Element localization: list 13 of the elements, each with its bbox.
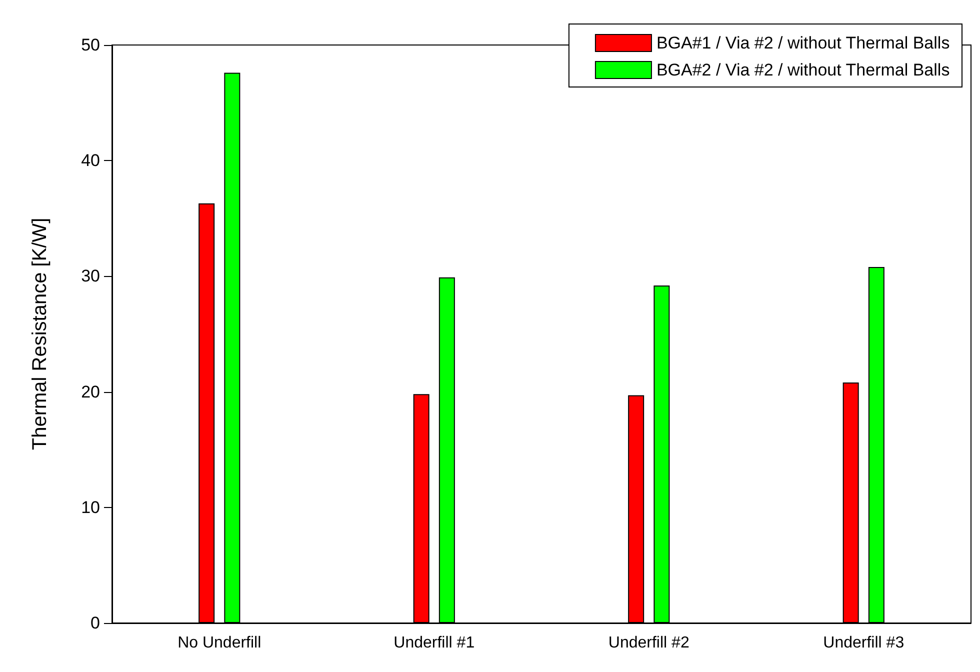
legend-label: BGA#1 / Via #2 / without Thermal Balls — [656, 34, 950, 52]
x-tick-label: Underfill #3 — [823, 634, 904, 652]
y-tick-label: 30 — [81, 266, 100, 286]
y-tick-label: 0 — [90, 614, 100, 632]
y-tick-label: 50 — [81, 36, 100, 54]
legend-label: BGA#2 / Via #2 / without Thermal Balls — [656, 60, 950, 80]
x-tick-label: No Underfill — [178, 634, 262, 652]
x-tick-label: Underfill #1 — [394, 634, 475, 652]
y-tick-label: 20 — [81, 382, 100, 402]
x-tick-label: Underfill #2 — [608, 634, 690, 652]
y-tick-label: 40 — [81, 151, 100, 170]
y-axis-title: Thermal Resistance [K/W] — [29, 218, 51, 450]
y-tick-label: 10 — [81, 498, 100, 517]
